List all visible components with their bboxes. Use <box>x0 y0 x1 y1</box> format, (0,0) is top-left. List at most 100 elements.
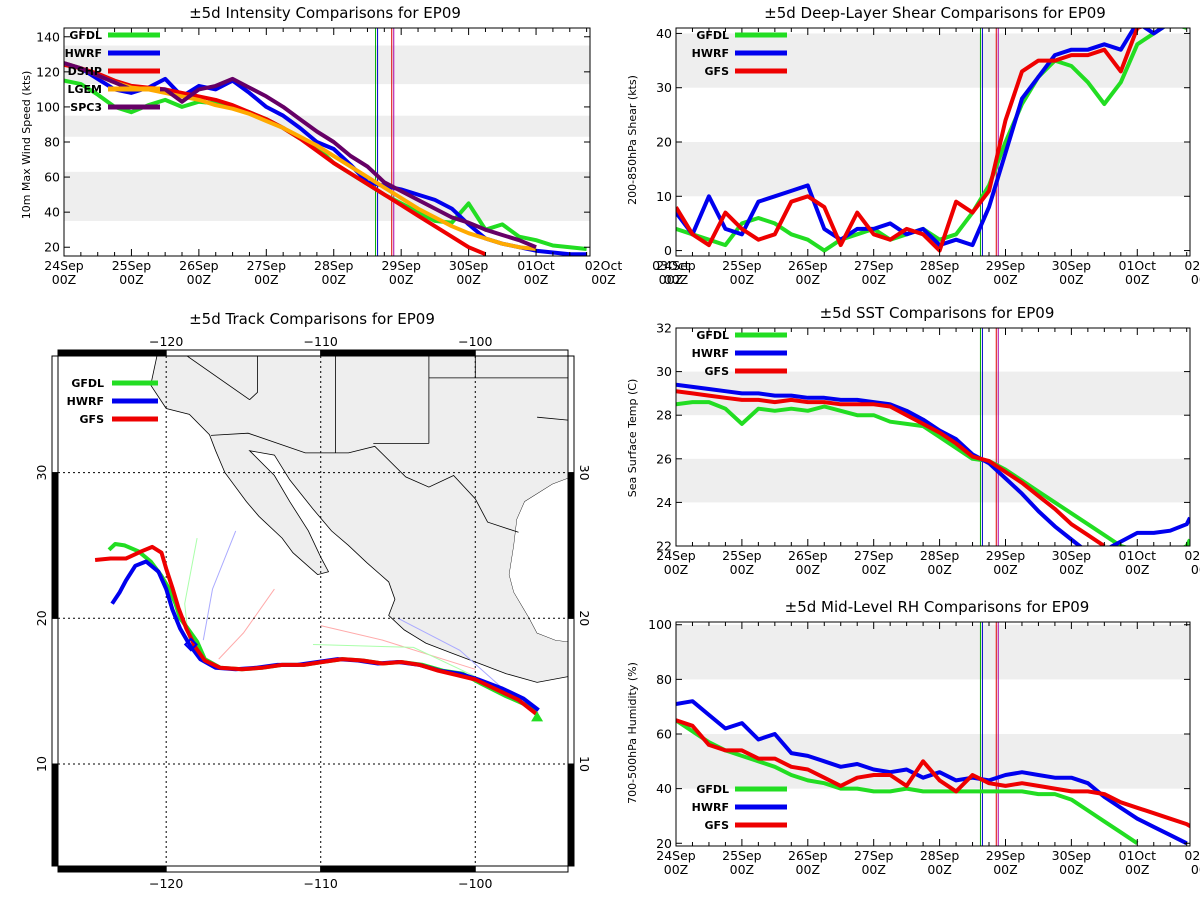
sst-xtick-hour: 00Z <box>664 562 688 577</box>
ensemble-track <box>202 530 237 641</box>
intensity-legend-label: DSHP <box>68 65 102 78</box>
shear-xtick-hour: 00Z <box>730 272 754 287</box>
state-border <box>537 416 568 421</box>
intensity-title: ±5d Intensity Comparisons for EP09 <box>189 4 461 22</box>
rh-band <box>676 624 1190 680</box>
rh-ytick-label: 100 <box>648 617 672 632</box>
ensemble-track <box>320 625 476 670</box>
map-border-segment <box>567 763 575 867</box>
map-border-segment <box>474 349 569 357</box>
lat-tick-label: 10 <box>577 756 592 772</box>
sst-xtick-date: 27Sep <box>854 548 894 563</box>
rh-ytick-label: 80 <box>656 672 672 687</box>
map-border-segment <box>57 865 167 873</box>
shear-series-hwrf <box>676 28 1166 248</box>
sst-ytick-label: 28 <box>656 408 672 423</box>
map-area <box>58 356 568 866</box>
lon-tick-label: −110 <box>304 334 338 349</box>
lat-tick-label: 30 <box>577 465 592 481</box>
sst-ytick-label: 32 <box>656 321 672 336</box>
rh-xtick-date: 26Sep <box>788 848 828 863</box>
shear-xtick-date: 29Sep <box>986 258 1026 273</box>
intensity-band <box>64 115 590 137</box>
sst-xtick-hour: 00Z <box>993 562 1017 577</box>
intensity-xtick-date: 30Sep <box>449 258 489 273</box>
lon-tick-label: −120 <box>149 334 183 349</box>
shear-xtick-hour: 00Z <box>796 272 820 287</box>
intensity-xtick-date: 02Oct <box>585 258 623 273</box>
sst-title: ±5d SST Comparisons for EP09 <box>820 304 1055 322</box>
track-legend-label: GFS <box>80 413 105 426</box>
map-border-segment <box>320 865 476 873</box>
state-border <box>249 356 258 400</box>
map-border-segment <box>51 763 59 867</box>
rh-xtick-hour: 00Z <box>1059 862 1083 877</box>
sst-xtick-date: 02Oct <box>1184 548 1200 563</box>
shear-xtick-date: 01Oct <box>1119 258 1157 273</box>
track-panel: −120 −120 −110 −110 −100 −100 10 10 20 20 30 30 GFDL… <box>34 334 592 891</box>
track-gfs <box>94 544 539 717</box>
lat-tick-label: 20 <box>34 610 49 626</box>
plot-layer: 2040608010012014024Sep00Z25Sep00Z26Sep00… <box>34 26 1200 891</box>
intensity-xtick-hour: 00Z <box>659 272 683 287</box>
gulf-water <box>509 478 568 642</box>
shear-xtick-hour: 00Z <box>927 272 951 287</box>
sst-legend-label: HWRF <box>692 347 729 360</box>
intensity-ytick-label: 140 <box>36 29 60 44</box>
sst-xtick-date: 24Sep <box>656 548 696 563</box>
lat-tick-label: 10 <box>34 756 49 772</box>
map-border-segment <box>165 865 322 873</box>
sst-ytick-label: 24 <box>656 495 672 510</box>
intensity-ytick-label: 40 <box>44 205 60 220</box>
sst-ytick-label: 30 <box>656 364 672 379</box>
intensity-legend-label: SPC3 <box>70 101 102 114</box>
intensity-ylabel: 10m Max Wind Speed (kts) <box>20 71 33 220</box>
shear-xtick-hour: 00Z <box>1125 272 1149 287</box>
sst-xtick-date: 28Sep <box>920 548 960 563</box>
intensity-xtick-date: 29Sep <box>381 258 421 273</box>
shear-ytick-label: 10 <box>656 189 672 204</box>
shear-xtick-hour: 00Z <box>664 272 688 287</box>
rh-legend-label: HWRF <box>692 801 729 814</box>
rh-xtick-hour: 00Z <box>796 862 820 877</box>
rh-series-gfdl <box>676 718 1139 845</box>
intensity-ytick-label: 20 <box>44 240 60 255</box>
sst-ytick-label: 26 <box>656 451 672 466</box>
map-border-segment <box>165 349 322 357</box>
rh-xtick-hour: 00Z <box>730 862 754 877</box>
rh-ytick-label: 20 <box>656 836 672 851</box>
rh-title: ±5d Mid-Level RH Comparisons for EP09 <box>785 598 1090 616</box>
sst-series-gfs <box>676 389 1106 546</box>
sst-frame <box>675 327 1191 547</box>
rh-xtick-hour: 00Z <box>927 862 951 877</box>
intensity-xtick-hour: 00Z <box>322 272 346 287</box>
shear-xtick-hour: 00Z <box>861 272 885 287</box>
map-border-segment <box>567 472 575 619</box>
rh-xtick-date: 01Oct <box>1119 848 1157 863</box>
intensity-xtick-hour: 00Z <box>254 272 278 287</box>
rh-panel: 2040608010024Sep00Z25Sep00Z26Sep00Z27Sep… <box>648 617 1200 877</box>
sst-lines <box>676 382 1190 546</box>
map-border-segment <box>567 355 575 474</box>
end-marker <box>531 711 544 722</box>
initial-position-marker <box>183 637 198 652</box>
intensity-panel: 2040608010012014024Sep00Z25Sep00Z26Sep00… <box>36 27 690 287</box>
sst-panel: 22242628303224Sep00Z25Sep00Z26Sep00Z27Se… <box>656 321 1200 578</box>
sst-legend-label: GFS <box>705 365 730 378</box>
shear-ytick-label: 20 <box>656 135 672 150</box>
shear-ylabel: 200-850hPa Shear (kts) <box>626 75 639 205</box>
map-border-segment <box>320 349 476 357</box>
intensity-xtick-date: 01Oct <box>517 258 555 273</box>
intensity-xtick-date: 27Sep <box>247 258 287 273</box>
intensity-legend-label: LGEM <box>68 83 103 96</box>
rh-xtick-date: 27Sep <box>854 848 894 863</box>
shear-lines <box>676 28 1187 253</box>
rh-legend-label: GFS <box>705 819 730 832</box>
sst-ylabel: Sea Surface Temp (C) <box>626 379 639 497</box>
rh-xtick-date: 29Sep <box>986 848 1026 863</box>
map-border-segment <box>51 617 59 765</box>
intensity-xtick-hour: 00Z <box>52 272 76 287</box>
shear-legend-label: GFS <box>705 65 730 78</box>
rh-xtick-date: 24Sep <box>656 848 696 863</box>
rh-xtick-hour: 00Z <box>664 862 688 877</box>
